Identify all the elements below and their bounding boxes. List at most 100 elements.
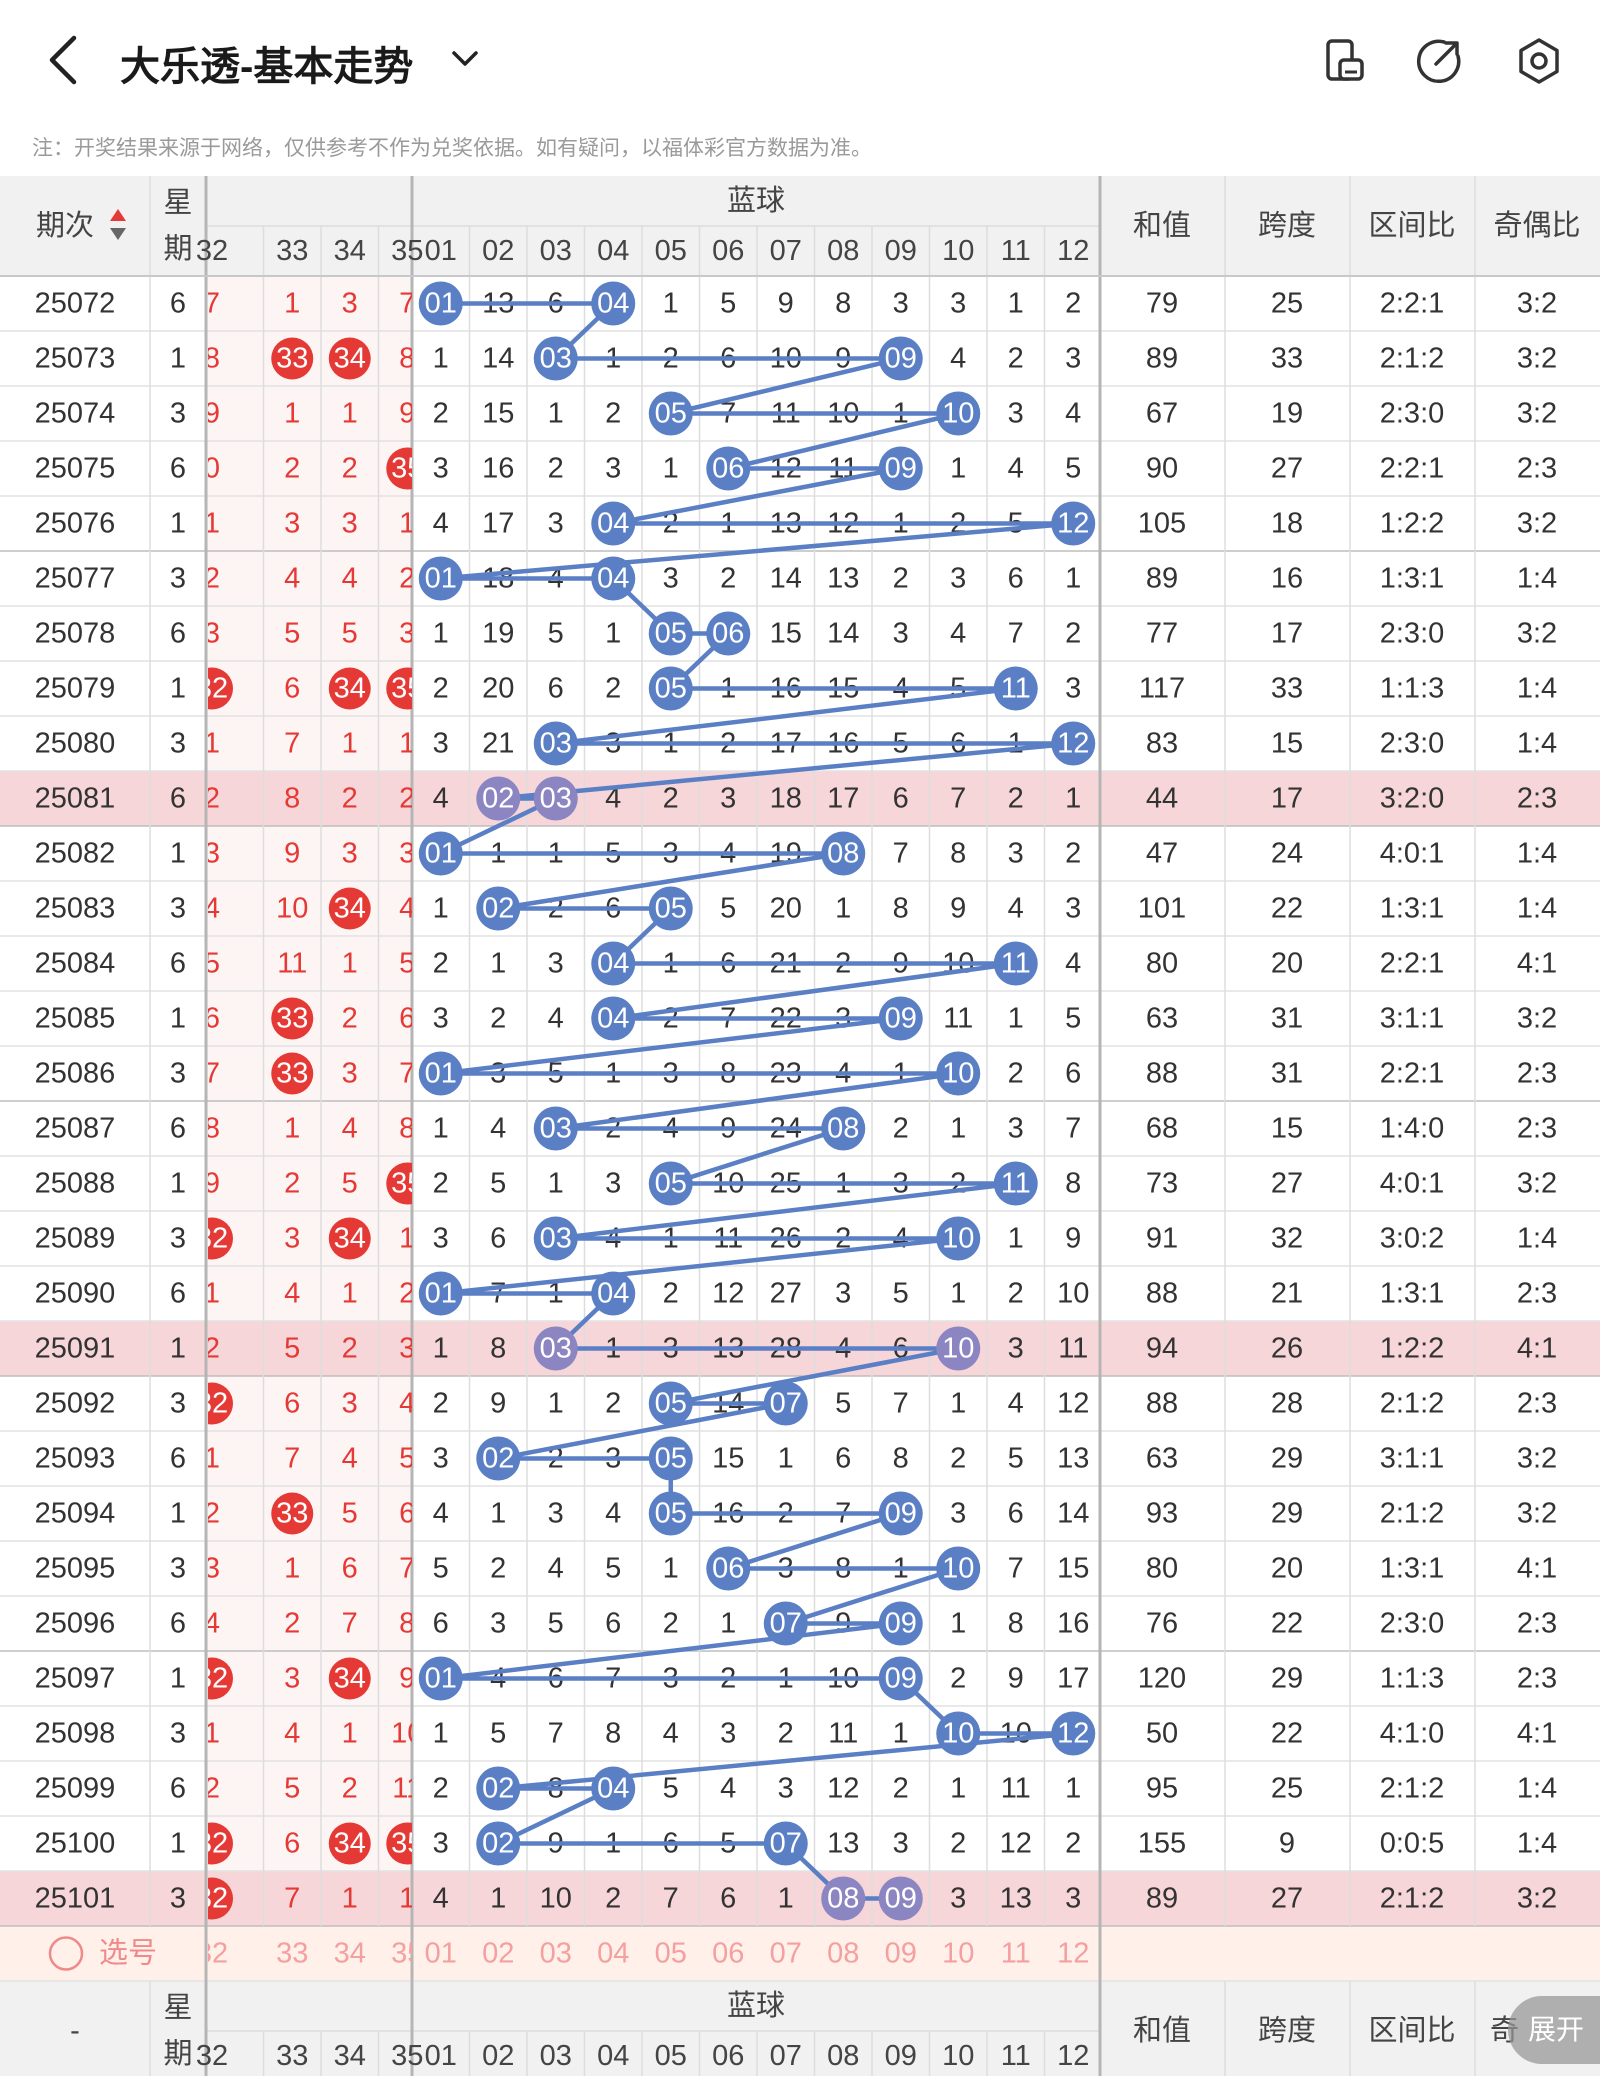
select-blue-option[interactable]: 02 bbox=[482, 1938, 514, 1970]
blue-miss-count: 4 bbox=[1065, 398, 1081, 430]
oe-cell: 3:2 bbox=[1517, 288, 1557, 320]
sort-up-icon[interactable] bbox=[110, 209, 126, 221]
sum-cell: 63 bbox=[1146, 1003, 1178, 1035]
select-blue-option[interactable]: 12 bbox=[1057, 1938, 1089, 1970]
week-cell: 1 bbox=[170, 343, 186, 375]
select-blue-option[interactable]: 11 bbox=[1001, 1938, 1031, 1970]
red-miss-count: 3 bbox=[399, 1333, 415, 1365]
red-col-header: 33 bbox=[276, 2040, 308, 2072]
zone-cell: 2:3:0 bbox=[1380, 618, 1445, 650]
zone-cell: 2:1:2 bbox=[1380, 1498, 1445, 1530]
blue-miss-count: 6 bbox=[720, 1883, 736, 1915]
blue-miss-count: 11 bbox=[1001, 1773, 1031, 1805]
red-ball bbox=[208, 1382, 233, 1425]
red-miss-count: 2 bbox=[284, 453, 300, 485]
chevron-down-icon[interactable] bbox=[448, 42, 482, 76]
red-miss-count: 2 bbox=[204, 1333, 220, 1365]
red-miss-count: 5 bbox=[399, 948, 415, 980]
select-blue-option[interactable]: 05 bbox=[655, 1938, 687, 1970]
blue-miss-count: 18 bbox=[770, 783, 802, 815]
select-blue-option[interactable]: 08 bbox=[827, 1938, 859, 1970]
blue-miss-count: 3 bbox=[1008, 398, 1024, 430]
span-cell: 15 bbox=[1271, 728, 1303, 760]
blue-miss-count: 2 bbox=[605, 1883, 621, 1915]
select-blue-option[interactable]: 06 bbox=[712, 1938, 744, 1970]
select-blue-option[interactable]: 10 bbox=[942, 1938, 974, 1970]
zone-cell: 3:1:1 bbox=[1380, 1443, 1445, 1475]
oe-cell: 1:4 bbox=[1517, 728, 1557, 760]
blue-miss-count: 2 bbox=[663, 1608, 679, 1640]
span-cell: 9 bbox=[1279, 1828, 1295, 1860]
blue-miss-count: 5 bbox=[490, 1168, 506, 1200]
red-zone-bg bbox=[206, 1211, 412, 1266]
blue-miss-count: 1 bbox=[950, 453, 966, 485]
blue-miss-count: 4 bbox=[548, 1003, 564, 1035]
blue-ball bbox=[936, 1051, 981, 1096]
share-icon[interactable] bbox=[1414, 36, 1464, 86]
blue-miss-count: 13 bbox=[1000, 1883, 1032, 1915]
week-cell: 6 bbox=[170, 1113, 186, 1145]
blue-miss-count: 2 bbox=[893, 1773, 909, 1805]
select-blue-option[interactable]: 03 bbox=[540, 1938, 572, 1970]
blue-miss-count: 3 bbox=[433, 1443, 449, 1475]
red-miss-count: 9 bbox=[284, 838, 300, 870]
select-red-option[interactable]: 33 bbox=[276, 1938, 308, 1970]
week-cell: 6 bbox=[170, 783, 186, 815]
select-red-option[interactable]: 35 bbox=[391, 1938, 423, 1970]
blue-miss-count: 7 bbox=[893, 838, 909, 870]
blue-miss-count: 7 bbox=[950, 783, 966, 815]
blue-miss-count: 17 bbox=[827, 783, 859, 815]
blue-miss-count: 1 bbox=[835, 893, 851, 925]
period-cell: 25087 bbox=[35, 1113, 116, 1145]
blue-miss-count: 10 bbox=[1057, 1278, 1089, 1310]
blue-ball-number: 08 bbox=[827, 1113, 859, 1145]
zone-cell: 1:3:1 bbox=[1380, 1553, 1445, 1585]
red-ball bbox=[328, 887, 371, 930]
blue-miss-count: 3 bbox=[433, 1223, 449, 1255]
oe-cell: 3:2 bbox=[1517, 343, 1557, 375]
red-ball-number: 32 bbox=[196, 1663, 228, 1695]
blue-miss-count: 1 bbox=[663, 288, 679, 320]
blue-ball bbox=[533, 776, 578, 821]
back-arrow-icon[interactable] bbox=[40, 32, 88, 88]
blue-ball-number: 09 bbox=[885, 1663, 917, 1695]
sort-down-icon[interactable] bbox=[110, 228, 126, 240]
sum-cell: 120 bbox=[1138, 1663, 1186, 1695]
blue-miss-count: 11 bbox=[1058, 1333, 1088, 1365]
span-cell: 26 bbox=[1271, 1333, 1303, 1365]
blue-miss-count: 1 bbox=[1065, 783, 1081, 815]
blue-miss-count: 6 bbox=[835, 1443, 851, 1475]
blue-ball bbox=[993, 1161, 1038, 1206]
blue-group-header: 蓝球 bbox=[727, 1989, 785, 2022]
blue-miss-count: 2 bbox=[663, 783, 679, 815]
red-miss-count: 3 bbox=[342, 838, 358, 870]
blue-ball-number: 04 bbox=[597, 288, 629, 320]
select-radio-icon[interactable] bbox=[48, 1936, 84, 1971]
layout-icon[interactable] bbox=[1320, 36, 1370, 86]
red-miss-count: 1 bbox=[342, 1883, 358, 1915]
zone-cell: 2:1:2 bbox=[1380, 1773, 1445, 1805]
blue-miss-count: 17 bbox=[482, 508, 514, 540]
select-blue-option[interactable]: 04 bbox=[597, 1938, 629, 1970]
blue-miss-count: 4 bbox=[1008, 893, 1024, 925]
blue-ball-number: 12 bbox=[1057, 728, 1089, 760]
span-cell: 24 bbox=[1271, 838, 1303, 870]
select-red-option[interactable]: 32 bbox=[196, 1938, 228, 1970]
expand-button[interactable]: 展开 bbox=[1508, 1996, 1600, 2064]
select-red-option[interactable]: 34 bbox=[334, 1938, 366, 1970]
blue-ball bbox=[648, 666, 693, 711]
red-ball-number: 32 bbox=[196, 1223, 228, 1255]
page-title[interactable]: 大乐透-基本走势 bbox=[120, 45, 414, 89]
week-cell: 3 bbox=[170, 398, 186, 430]
blue-miss-count: 2 bbox=[1008, 343, 1024, 375]
blue-ball bbox=[476, 1766, 521, 1811]
select-blue-option[interactable]: 09 bbox=[885, 1938, 917, 1970]
select-blue-option[interactable]: 01 bbox=[425, 1938, 457, 1970]
blue-miss-count: 3 bbox=[1065, 673, 1081, 705]
settings-hex-icon[interactable] bbox=[1514, 36, 1564, 86]
week-cell: 1 bbox=[170, 1003, 186, 1035]
red-miss-count: 3 bbox=[399, 838, 415, 870]
select-blue-option[interactable]: 07 bbox=[770, 1938, 802, 1970]
blue-miss-count: 4 bbox=[605, 783, 621, 815]
oe-cell: 3:2 bbox=[1517, 1168, 1557, 1200]
